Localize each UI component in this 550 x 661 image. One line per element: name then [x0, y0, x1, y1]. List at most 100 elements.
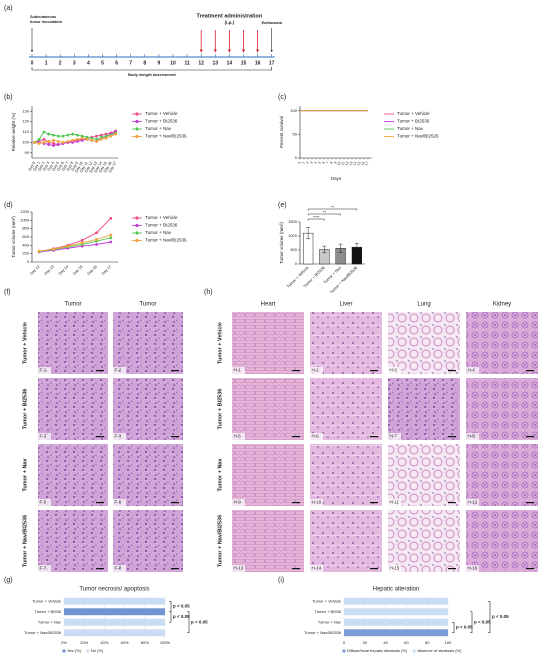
scale-bar	[96, 436, 104, 438]
data-point	[80, 134, 84, 138]
x-tick-label: Day 14	[94, 161, 103, 173]
image-label: H-4	[468, 368, 476, 373]
x-tick-label: 100	[445, 640, 452, 645]
scale-bar	[370, 436, 378, 438]
y-tick-label: 90	[25, 150, 30, 155]
x-tick-label: Day 16	[103, 161, 112, 173]
x-tick-label: 12	[344, 161, 349, 166]
data-point	[52, 142, 55, 145]
micrograph	[113, 312, 183, 374]
scale-bar	[370, 568, 378, 570]
data-point	[66, 133, 70, 137]
data-point	[95, 231, 98, 235]
x-tick-label: 80%	[141, 640, 149, 645]
column-header: Kidney	[493, 302, 511, 308]
significance-label: **	[323, 210, 327, 215]
axis-title: Tumor volume (mm³)	[11, 216, 16, 258]
column-header: Tumor	[64, 302, 81, 308]
data-point	[42, 130, 46, 134]
data-point	[52, 247, 55, 251]
data-point	[75, 139, 79, 143]
legend-swatch	[86, 649, 90, 653]
x-tick-label: Day 6	[56, 161, 64, 172]
data-point	[90, 138, 94, 142]
x-tick-label: 2	[305, 161, 309, 165]
y-tick-label: 110	[23, 129, 30, 134]
panel-label: (b)	[4, 94, 13, 101]
day-label: 12	[198, 60, 204, 66]
legend-label: Yes (%)	[67, 648, 82, 653]
image-label: F-3	[40, 434, 47, 439]
legend-swatch	[342, 649, 346, 653]
x-tick-label: 0%	[61, 640, 67, 645]
image-label-bg	[232, 565, 245, 572]
x-tick-label: Day 15	[72, 265, 83, 276]
x-tick-label: Day 0	[28, 161, 36, 172]
y-tick-label: 50	[293, 131, 298, 136]
y-tick-label: 200	[22, 251, 29, 256]
image-label-bg	[113, 367, 126, 374]
image-label: H-3	[390, 368, 398, 373]
x-tick-label: 17	[364, 161, 369, 166]
image-label: H-7	[390, 434, 398, 439]
significance-label: ****	[313, 215, 320, 220]
image-label-bg	[388, 433, 401, 440]
scale-bar	[526, 370, 534, 372]
micrograph	[113, 510, 183, 572]
row-label: Tumor + Nav/BI2536	[217, 515, 223, 567]
image-label-bg	[113, 499, 126, 506]
significance-bracket	[187, 611, 190, 634]
image-label: H-14	[312, 566, 322, 571]
data-point	[99, 133, 103, 137]
row-label: Tumor + BI2536	[22, 389, 28, 430]
legend-label: Tumor + BI2536	[145, 119, 178, 124]
x-tick-label: Day 8	[66, 161, 74, 172]
x-tick-label: 10	[336, 161, 341, 166]
data-point	[37, 137, 41, 141]
series-line	[39, 234, 111, 252]
data-point	[71, 138, 75, 142]
image-label: H-2	[312, 368, 320, 373]
error-bar	[322, 245, 327, 254]
x-tick-label: 13	[348, 161, 353, 166]
data-point	[37, 142, 41, 145]
axis-title: Days	[331, 176, 342, 181]
legend-swatch	[62, 649, 66, 653]
y-tick-label: Tumor + BI536	[315, 609, 342, 614]
y-tick-label: 1200	[20, 209, 30, 214]
image-label: H-8	[468, 434, 476, 439]
x-tick-label: Day 16	[87, 265, 98, 276]
y-tick-label: 130	[22, 108, 29, 113]
panel-label: (a)	[4, 5, 13, 12]
scale-bar	[171, 436, 179, 438]
series-line	[39, 241, 111, 253]
x-tick-label: Day 1	[32, 161, 40, 172]
data-point	[95, 238, 98, 241]
y-tick-label: 800	[22, 226, 29, 231]
data-point	[56, 134, 60, 138]
bar-segment	[344, 618, 448, 626]
x-tick-label: 60	[404, 640, 409, 645]
data-point	[37, 249, 41, 253]
row-label: Tumor + Nav	[22, 458, 28, 492]
image-label: H-9	[234, 500, 242, 505]
significance-bracket	[307, 208, 358, 211]
panel-label: (h)	[204, 289, 213, 296]
annotation: tumor inoculation	[30, 20, 63, 24]
image-label-bg	[388, 499, 401, 506]
data-point	[95, 243, 98, 246]
data-point	[75, 137, 79, 141]
x-tick-label: 7	[325, 161, 329, 165]
day-label: 14	[227, 60, 233, 66]
legend-label: Tumor + Vehicle	[397, 111, 430, 116]
x-tick-label: 60%	[121, 640, 129, 645]
scale-bar	[292, 502, 300, 504]
micrograph	[388, 378, 460, 440]
legend-label: Tumor + Nav	[145, 230, 172, 235]
x-tick-label: Day 7	[61, 161, 69, 172]
legend-label: Tumor + Vehicle	[145, 111, 178, 116]
x-tick-label: 4	[313, 161, 317, 165]
scale-bar	[96, 370, 104, 372]
x-tick-label: 11	[340, 161, 345, 166]
chart-title: Tumor necrosis/ apoptosis	[79, 587, 149, 593]
